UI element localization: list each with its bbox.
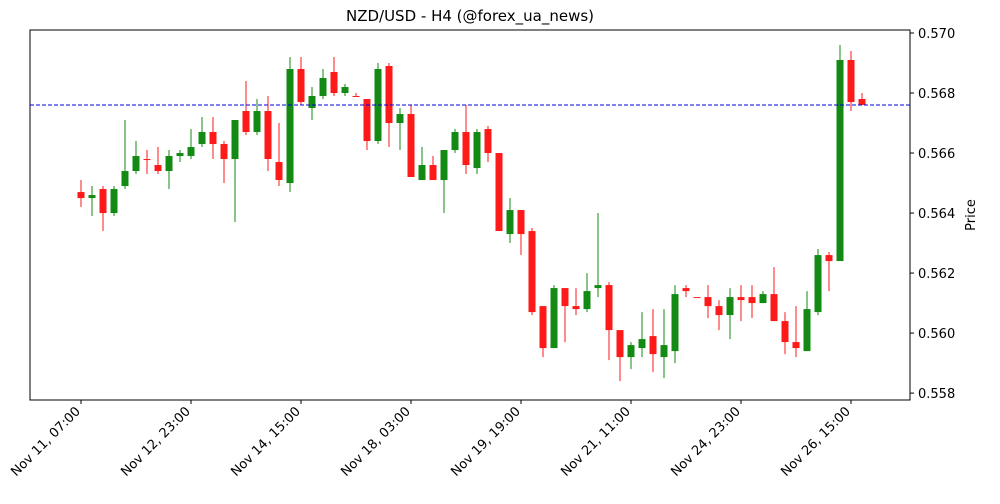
x-tick-label: Nov 12, 23:00 (118, 404, 194, 480)
candle-body (550, 288, 558, 349)
candle-body (187, 147, 195, 157)
candle-body (825, 255, 833, 262)
candle-body (759, 294, 767, 304)
x-tick-label: Nov 18, 03:00 (338, 404, 414, 480)
y-axis-label: Price (964, 199, 979, 231)
candle-body (495, 153, 503, 232)
candle-body (671, 294, 679, 352)
candle-body (286, 69, 294, 184)
candle-body (473, 132, 481, 169)
x-tick-label: Nov 24, 23:00 (668, 404, 744, 480)
candle-body (165, 156, 173, 172)
candle-body (264, 111, 272, 160)
candle-body (847, 60, 855, 103)
y-tick-label: 0.560 (918, 327, 955, 342)
candle-body (88, 195, 96, 199)
candle-body (253, 111, 261, 133)
candle-body (627, 345, 635, 358)
candle-body (638, 339, 646, 349)
candle-body (737, 297, 745, 301)
y-tick-label: 0.558 (918, 387, 955, 402)
candle-body (462, 132, 470, 166)
candle-body (143, 159, 151, 161)
candle-body (792, 342, 800, 349)
candle-body (660, 345, 668, 358)
candle-body (363, 99, 371, 142)
candle-body (583, 291, 591, 310)
candle-body (451, 132, 459, 151)
candle-body (396, 114, 404, 124)
y-tick-label: 0.566 (918, 147, 955, 162)
candle-body (594, 285, 602, 289)
candle-body (814, 255, 822, 313)
candle-body (858, 99, 866, 106)
candle-body (385, 66, 393, 124)
candle-body (242, 111, 250, 133)
y-tick-label: 0.570 (918, 27, 955, 42)
candle-body (561, 288, 569, 307)
x-tick-label: Nov 14, 15:00 (228, 404, 304, 480)
y-tick-label: 0.568 (918, 87, 955, 102)
candle-body (616, 330, 624, 358)
candle-body (836, 60, 844, 262)
candle-body (341, 87, 349, 94)
candle-body (77, 192, 85, 199)
candle-body (517, 210, 525, 235)
candle-body (132, 156, 140, 172)
candle-body (693, 297, 701, 299)
x-tick-label: Nov 11, 07:00 (8, 404, 84, 480)
candle-body (748, 297, 756, 304)
candle-body (176, 153, 184, 157)
candle-body (770, 294, 778, 322)
plot-frame (29, 29, 911, 401)
candle-body (539, 306, 547, 349)
candle-body (308, 96, 316, 109)
y-tick-label: 0.564 (918, 207, 955, 222)
candle-body (726, 297, 734, 316)
candle-body (682, 288, 690, 292)
candle-body (572, 306, 580, 310)
candle-body (352, 96, 360, 98)
candle-body (429, 165, 437, 181)
candle-body (803, 309, 811, 352)
candle-body (99, 189, 107, 214)
candle-body (704, 297, 712, 307)
candle-body (110, 189, 118, 214)
candle-body (418, 165, 426, 181)
candle-body (407, 114, 415, 178)
candle-body (715, 306, 723, 316)
x-tick-label: Nov 26, 15:00 (778, 404, 854, 480)
candle-body (649, 336, 657, 355)
candle-body (275, 162, 283, 181)
x-tick-label: Nov 19, 19:00 (448, 404, 524, 480)
candle-body (440, 150, 448, 181)
candle-body (121, 171, 129, 187)
candle-body (231, 120, 239, 160)
candle-body (319, 78, 327, 97)
x-tick-label: Nov 21, 11:00 (558, 404, 634, 480)
candle-body (781, 321, 789, 343)
candle-body (484, 129, 492, 154)
candle-body (220, 144, 228, 160)
candle-body (506, 210, 514, 235)
candle-body (528, 231, 536, 313)
candle-body (154, 165, 162, 172)
candle-body (605, 285, 613, 331)
chart-title: NZD/USD - H4 (@forex_ua_news) (346, 7, 594, 26)
candle-body (330, 72, 338, 94)
y-tick-label: 0.562 (918, 267, 955, 282)
candle-body (209, 132, 217, 145)
candle-body (198, 132, 206, 145)
candle-body (297, 69, 305, 103)
